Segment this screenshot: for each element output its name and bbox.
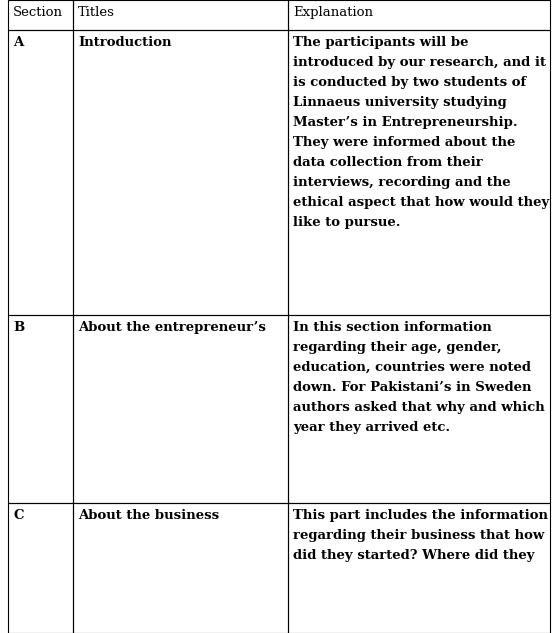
Text: year they arrived etc.: year they arrived etc. [293,421,450,434]
Text: Linnaeus university studying: Linnaeus university studying [293,96,507,109]
Text: They were informed about the: They were informed about the [293,136,516,149]
Text: B: B [13,321,24,334]
Text: down. For Pakistani’s in Sweden: down. For Pakistani’s in Sweden [293,381,532,394]
Text: Titles: Titles [78,6,115,19]
Text: education, countries were noted: education, countries were noted [293,361,531,374]
Bar [8,503,73,633]
Text: C: C [13,509,23,522]
Bar [73,0,288,30]
Text: data collection from their: data collection from their [293,156,483,169]
Bar [8,0,73,30]
Text: introduced by our research, and it: introduced by our research, and it [293,56,546,69]
Bar [288,30,550,315]
Text: Master’s in Entrepreneurship.: Master’s in Entrepreneurship. [293,116,518,129]
Text: This part includes the information: This part includes the information [293,509,548,522]
Bar [8,315,73,503]
Text: Explanation: Explanation [293,6,373,19]
Text: A: A [13,36,23,49]
Text: About the business: About the business [78,509,219,522]
Text: did they started? Where did they: did they started? Where did they [293,549,535,562]
Bar [288,0,550,30]
Text: About the entrepreneur’s: About the entrepreneur’s [78,321,266,334]
Bar [73,315,288,503]
Text: interviews, recording and the: interviews, recording and the [293,176,511,189]
Bar [73,30,288,315]
Text: The participants will be: The participants will be [293,36,469,49]
Text: regarding their business that how: regarding their business that how [293,529,544,542]
Text: ethical aspect that how would they: ethical aspect that how would they [293,196,549,209]
Text: Introduction: Introduction [78,36,171,49]
Text: Section: Section [13,6,63,19]
Text: regarding their age, gender,: regarding their age, gender, [293,341,502,354]
Text: is conducted by two students of: is conducted by two students of [293,76,526,89]
Bar [288,315,550,503]
Text: like to pursue.: like to pursue. [293,216,401,229]
Text: In this section information: In this section information [293,321,492,334]
Text: authors asked that why and which: authors asked that why and which [293,401,545,414]
Bar [73,503,288,633]
Bar [8,30,73,315]
Bar [288,503,550,633]
